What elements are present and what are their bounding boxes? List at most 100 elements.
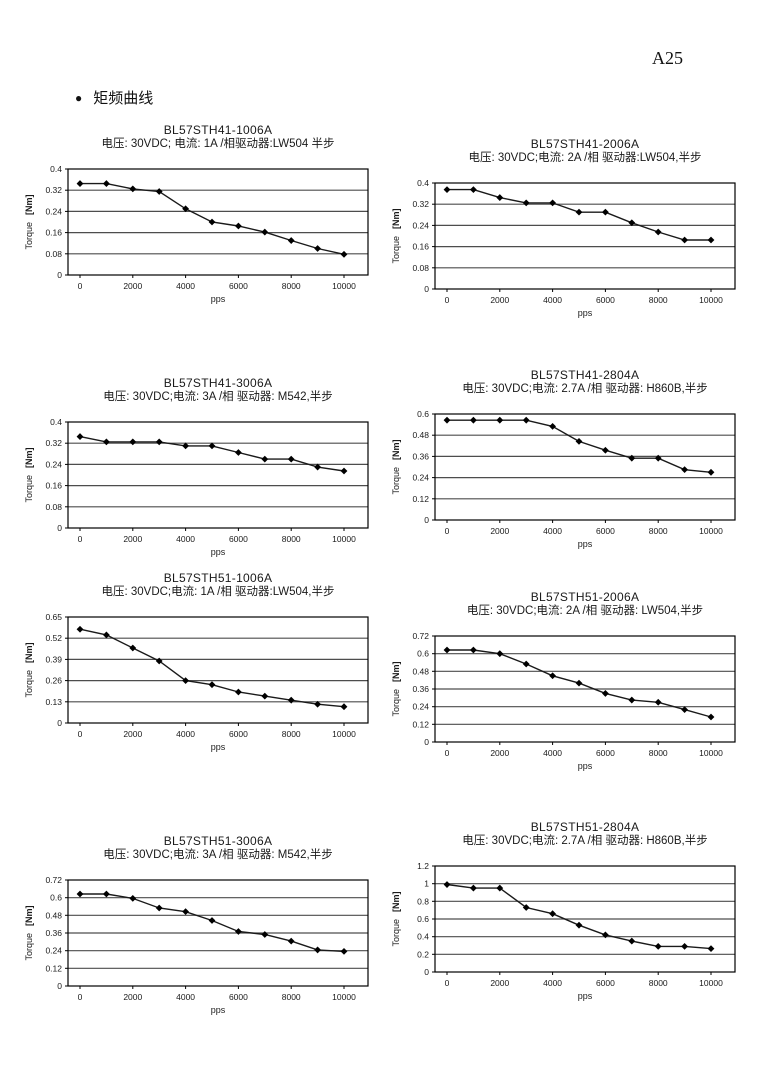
svg-text:2000: 2000 — [123, 281, 142, 291]
svg-text:0.12: 0.12 — [412, 494, 429, 504]
svg-text:Torque[Nm]: Torque[Nm] — [24, 194, 34, 249]
torque-curve-chart-bl57sth41-2006a: BL57STH41-2006A 电压: 30VDC;电流: 2A /相 驱动器:… — [387, 137, 743, 318]
svg-text:6000: 6000 — [229, 729, 248, 739]
torque-curve-chart-bl57sth41-3006a: BL57STH41-3006A 电压: 30VDC;电流: 3A /相 驱动器:… — [20, 376, 376, 557]
svg-text:8000: 8000 — [282, 281, 301, 291]
x-axis-label: pps — [577, 991, 593, 1001]
svg-text:0.6: 0.6 — [417, 410, 429, 419]
svg-text:2000: 2000 — [123, 534, 142, 544]
svg-text:8000: 8000 — [649, 748, 668, 758]
svg-text:10000: 10000 — [699, 526, 723, 536]
svg-text:2000: 2000 — [490, 748, 509, 758]
torque-curve-chart-bl57sth51-2804a: BL57STH51-2804A 电压: 30VDC;电流: 2.7A /相 驱动… — [387, 820, 743, 1001]
chart-subtitle: 电压: 30VDC;电流: 1A /相 驱动器:LW504,半步 — [101, 586, 335, 598]
svg-text:0: 0 — [424, 737, 429, 747]
svg-text:2000: 2000 — [490, 295, 509, 305]
svg-text:0.48: 0.48 — [412, 666, 429, 676]
svg-text:0: 0 — [78, 729, 83, 739]
torque-curve-chart-bl57sth51-2006a: BL57STH51-2006A 电压: 30VDC;电流: 2A /相 驱动器:… — [387, 590, 743, 771]
svg-text:0.24: 0.24 — [45, 206, 62, 216]
svg-text:0.32: 0.32 — [412, 199, 429, 209]
svg-text:0.26: 0.26 — [45, 676, 62, 686]
chart-title: BL57STH41-3006A — [163, 376, 273, 390]
svg-text:0: 0 — [424, 967, 429, 977]
svg-text:0.24: 0.24 — [412, 220, 429, 230]
svg-text:0.4: 0.4 — [50, 165, 62, 174]
svg-text:0.32: 0.32 — [45, 438, 62, 448]
chart-subtitle: 电压: 30VDC; 电流: 1A /相驱动器:LW504 半步 — [101, 138, 335, 150]
svg-text:0.16: 0.16 — [412, 242, 429, 252]
svg-text:0: 0 — [424, 515, 429, 525]
bullet-icon: ● — [75, 90, 83, 105]
svg-text:1: 1 — [424, 879, 429, 889]
svg-text:0: 0 — [57, 270, 62, 280]
section-title: 矩频曲线 — [93, 90, 154, 107]
svg-text:0: 0 — [445, 526, 450, 536]
svg-text:Torque[Nm]: Torque[Nm] — [24, 642, 34, 697]
svg-text:10000: 10000 — [332, 992, 356, 1002]
chart-plot-area: 0 0.12 0.24 0.36 0.48 0.6 0.72 0 2000 4000 6000 800… — [387, 632, 743, 760]
svg-text:10000: 10000 — [332, 534, 356, 544]
svg-text:4000: 4000 — [543, 978, 562, 988]
svg-text:6000: 6000 — [596, 295, 615, 305]
svg-text:0: 0 — [445, 748, 450, 758]
chart-subtitle: 电压: 30VDC;电流: 2.7A /相 驱动器: H860B,半步 — [462, 835, 708, 847]
svg-text:0.65: 0.65 — [45, 613, 62, 622]
svg-text:0.36: 0.36 — [412, 684, 429, 694]
svg-text:0: 0 — [57, 718, 62, 728]
svg-text:2000: 2000 — [490, 978, 509, 988]
svg-text:8000: 8000 — [282, 534, 301, 544]
svg-text:8000: 8000 — [649, 526, 668, 536]
x-axis-label: pps — [210, 294, 226, 304]
svg-text:8000: 8000 — [649, 978, 668, 988]
svg-text:0: 0 — [78, 281, 83, 291]
svg-text:0.32: 0.32 — [45, 185, 62, 195]
chart-plot-area: 0 0.12 0.24 0.36 0.48 0.6 0.72 0 2000 4000 6000 800… — [20, 876, 376, 1004]
svg-text:0.08: 0.08 — [45, 502, 62, 512]
svg-text:6000: 6000 — [596, 978, 615, 988]
svg-text:0.48: 0.48 — [412, 430, 429, 440]
chart-title: BL57STH51-3006A — [163, 834, 273, 848]
svg-text:0.24: 0.24 — [45, 459, 62, 469]
x-axis-label: pps — [577, 761, 593, 771]
svg-text:6000: 6000 — [229, 992, 248, 1002]
torque-curve-chart-bl57sth41-2804a: BL57STH41-2804A 电压: 30VDC;电流: 2.7A /相 驱动… — [387, 368, 743, 549]
svg-text:4000: 4000 — [176, 992, 195, 1002]
svg-text:6000: 6000 — [229, 281, 248, 291]
svg-text:8000: 8000 — [649, 295, 668, 305]
svg-text:4000: 4000 — [176, 281, 195, 291]
svg-text:0.16: 0.16 — [45, 481, 62, 491]
svg-text:Torque[Nm]: Torque[Nm] — [391, 439, 401, 494]
chart-subtitle: 电压: 30VDC;电流: 3A /相 驱动器: M542,半步 — [103, 849, 333, 861]
line-chart-svg: 0 0.08 0.16 0.24 0.32 0.4 0 2000 4000 6000 8000 100… — [24, 418, 369, 544]
svg-text:0.39: 0.39 — [45, 654, 62, 664]
svg-text:0.08: 0.08 — [412, 263, 429, 273]
svg-text:0.72: 0.72 — [412, 632, 429, 641]
svg-text:8000: 8000 — [282, 992, 301, 1002]
svg-text:0: 0 — [445, 978, 450, 988]
chart-subtitle: 电压: 30VDC;电流: 2A /相 驱动器: LW504,半步 — [466, 605, 704, 617]
svg-text:0: 0 — [78, 534, 83, 544]
x-axis-label: pps — [210, 742, 226, 752]
chart-title: BL57STH51-2006A — [530, 590, 640, 604]
svg-text:4000: 4000 — [176, 534, 195, 544]
svg-text:0.4: 0.4 — [417, 932, 429, 942]
torque-curve-chart-bl57sth51-3006a: BL57STH51-3006A 电压: 30VDC;电流: 3A /相 驱动器:… — [20, 834, 376, 1015]
line-chart-svg: 0 0.08 0.16 0.24 0.32 0.4 0 2000 4000 6000 8000 100… — [391, 179, 736, 305]
svg-text:0: 0 — [57, 523, 62, 533]
chart-title: BL57STH51-1006A — [163, 571, 273, 585]
line-chart-svg: 0 0.2 0.4 0.6 0.8 1 1.2 0 2000 4000 6000 8000 10000 T… — [391, 862, 736, 988]
chart-plot-area: 0 0.2 0.4 0.6 0.8 1 1.2 0 2000 4000 6000 8000 10000 T… — [387, 862, 743, 990]
svg-text:0.24: 0.24 — [45, 946, 62, 956]
svg-text:10000: 10000 — [699, 748, 723, 758]
svg-text:8000: 8000 — [282, 729, 301, 739]
svg-text:6000: 6000 — [596, 526, 615, 536]
svg-text:2000: 2000 — [123, 992, 142, 1002]
svg-text:4000: 4000 — [543, 526, 562, 536]
svg-text:0.12: 0.12 — [45, 963, 62, 973]
line-chart-svg: 0 0.08 0.16 0.24 0.32 0.4 0 2000 4000 6000 8000 100… — [24, 165, 369, 291]
line-chart-svg: 0 0.12 0.24 0.36 0.48 0.6 0.72 0 2000 4000 6000 800… — [391, 632, 736, 758]
svg-text:6000: 6000 — [229, 534, 248, 544]
svg-text:0.72: 0.72 — [45, 876, 62, 885]
